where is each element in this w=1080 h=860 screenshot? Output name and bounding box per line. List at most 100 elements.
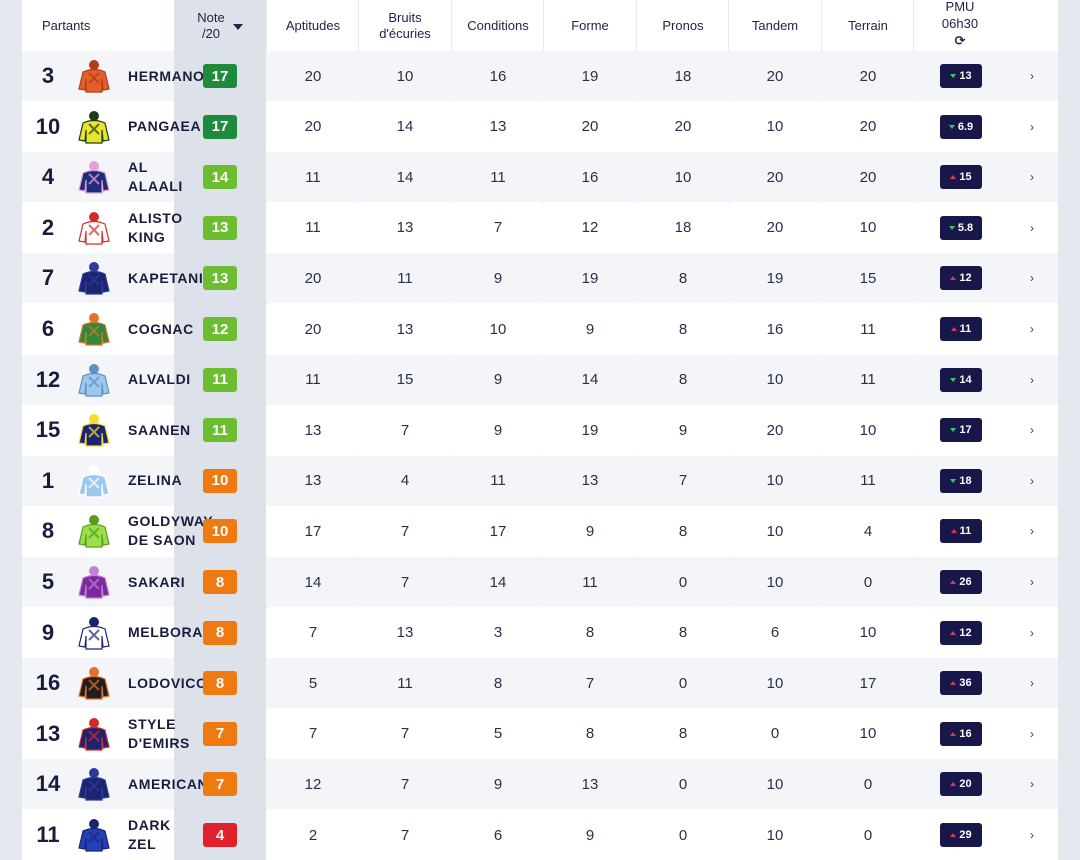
col-header-note[interactable]: Note /20 xyxy=(174,0,266,51)
chevron-right-icon[interactable]: › xyxy=(1030,575,1034,589)
chevron-right-icon[interactable]: › xyxy=(1030,220,1034,235)
runner-name[interactable]: COGNAC xyxy=(128,304,218,354)
aptitudes-value: 13 xyxy=(304,472,322,490)
runner-name[interactable]: KAPETANI xyxy=(128,253,218,303)
jockey-silk-icon xyxy=(78,667,110,700)
table-row[interactable]: 15 SAANEN 11 13 7 9 19 9 20 10 17 xyxy=(22,405,1058,456)
aptitudes-value: 7 xyxy=(308,624,318,642)
chevron-right-icon[interactable]: › xyxy=(1030,828,1034,842)
table-row[interactable]: 5 SAKARI 8 14 7 14 11 0 10 0 26 xyxy=(22,557,1058,607)
runner-number: 15 xyxy=(35,417,61,443)
table-row[interactable]: 14 AMERICAN 7 12 7 9 13 0 10 0 20 xyxy=(22,759,1058,810)
bruits-value: 14 xyxy=(396,118,414,136)
chevron-right-icon[interactable]: › xyxy=(1030,625,1034,640)
pmu-odds-badge[interactable]: 14 xyxy=(940,367,982,392)
conditions-value: 6 xyxy=(493,826,503,844)
pmu-odds-badge[interactable]: 13 xyxy=(940,64,982,88)
sort-caret-icon[interactable] xyxy=(232,23,243,30)
pmu-odds-badge[interactable]: 6.9 xyxy=(940,114,982,139)
runner-name[interactable]: SAANEN xyxy=(128,405,218,455)
table-row[interactable]: 4 AL ALAALI 14 11 14 11 16 10 20 20 xyxy=(22,152,1058,203)
runner-name[interactable]: PANGAEA xyxy=(128,102,218,152)
runner-name[interactable]: MELBORA xyxy=(128,608,218,658)
aptitudes-value: 11 xyxy=(305,371,321,389)
runner-name[interactable]: LODOVICO xyxy=(128,658,218,708)
pmu-odds-badge[interactable]: 5.8 xyxy=(940,215,982,240)
pmu-odds-badge[interactable]: 18 xyxy=(940,468,982,493)
pmu-odds-badge[interactable]: 29 xyxy=(940,823,982,847)
col-header-terrain[interactable]: Terrain xyxy=(822,0,914,51)
table-row[interactable]: 1 ZELINA 10 13 4 11 13 7 10 11 18 xyxy=(22,455,1058,506)
pmu-odds-badge[interactable]: 11 xyxy=(940,317,982,341)
chevron-right-icon[interactable]: › xyxy=(1030,473,1034,488)
conditions-value: 5 xyxy=(493,725,503,743)
col-header-pronos[interactable]: Pronos xyxy=(637,0,729,51)
chevron-right-icon[interactable]: › xyxy=(1030,119,1034,134)
runner-name[interactable]: DARK ZEL xyxy=(128,810,218,860)
chevron-right-icon[interactable]: › xyxy=(1030,524,1034,539)
tandem-value: 10 xyxy=(766,573,784,591)
col-header-pmu[interactable]: PMU 06h30 ⟳ xyxy=(914,0,1006,51)
pmu-odds-badge[interactable]: 12 xyxy=(940,620,982,645)
forme-value: 16 xyxy=(581,168,599,186)
chevron-right-icon[interactable]: › xyxy=(1030,676,1034,691)
table-row[interactable]: 6 COGNAC 12 20 13 10 9 8 16 11 11 xyxy=(22,304,1058,354)
runner-name[interactable]: AMERICAN xyxy=(128,759,218,809)
table-row[interactable]: 9 MELBORA 8 7 13 3 8 8 6 10 12 xyxy=(22,607,1058,658)
pmu-odds-badge[interactable]: 16 xyxy=(940,721,982,746)
pmu-odds-badge[interactable]: 11 xyxy=(940,519,982,544)
runner-name[interactable]: ALVALDI xyxy=(128,355,218,405)
chevron-right-icon[interactable]: › xyxy=(1030,170,1034,185)
pronos-value: 18 xyxy=(674,219,692,237)
runner-name[interactable]: STYLE D'EMIRS xyxy=(128,709,218,759)
runner-name[interactable]: GOLDYWAY DE SAON xyxy=(128,506,218,556)
pmu-odds-badge[interactable]: 26 xyxy=(940,570,982,594)
table-row[interactable]: 8 GOLDYWAY DE SAON 10 17 7 17 9 8 10 4 xyxy=(22,506,1058,557)
forme-value: 9 xyxy=(585,320,595,338)
conditions-value: 9 xyxy=(493,775,503,793)
pmu-odds-badge[interactable]: 15 xyxy=(940,165,982,190)
chevron-right-icon[interactable]: › xyxy=(1030,777,1034,792)
col-header-aptitudes[interactable]: Aptitudes xyxy=(267,0,359,51)
jockey-silk-icon xyxy=(78,211,110,245)
tandem-value: 10 xyxy=(766,472,784,490)
pmu-odds-value: 12 xyxy=(959,626,972,639)
pmu-odds-badge[interactable]: 17 xyxy=(940,418,982,443)
table-row[interactable]: 13 STYLE D'EMIRS 7 7 7 5 8 8 0 10 1 xyxy=(22,708,1058,759)
terrain-value: 4 xyxy=(863,522,873,540)
table-row[interactable]: 16 LODOVICO 8 5 11 8 7 0 10 17 36 xyxy=(22,658,1058,709)
note-badge: 17 xyxy=(203,114,237,139)
col-header-partants[interactable]: Partants xyxy=(42,0,162,51)
conditions-value: 9 xyxy=(493,269,503,287)
chevron-right-icon[interactable]: › xyxy=(1030,372,1034,387)
table-row[interactable]: 12 ALVALDI 11 11 15 9 14 8 10 11 1 xyxy=(22,354,1058,405)
table-row[interactable]: 3 HERMANO 17 20 10 16 19 18 20 20 xyxy=(22,51,1058,101)
col-header-tandem[interactable]: Tandem xyxy=(729,0,821,51)
table-row[interactable]: 10 PANGAEA 17 20 14 13 20 20 10 20 xyxy=(22,101,1058,152)
runner-name[interactable]: HERMANO xyxy=(128,51,218,101)
chevron-right-icon[interactable]: › xyxy=(1030,271,1034,286)
chevron-right-icon[interactable]: › xyxy=(1030,726,1034,741)
forme-value: 14 xyxy=(581,371,599,389)
pmu-odds-badge[interactable]: 12 xyxy=(940,266,982,291)
runner-name[interactable]: SAKARI xyxy=(128,557,218,607)
table-row[interactable]: 7 KAPETANI 13 20 11 9 19 8 19 15 1 xyxy=(22,253,1058,304)
chevron-right-icon[interactable]: › xyxy=(1030,322,1034,336)
table-row[interactable]: 2 ALISTO KING 13 11 13 7 12 18 20 10 xyxy=(22,202,1058,253)
runner-name[interactable]: ZELINA xyxy=(128,456,218,506)
refresh-icon[interactable]: ⟳ xyxy=(954,33,966,48)
runner-name[interactable]: AL ALAALI xyxy=(128,152,218,202)
table-row[interactable]: 11 DARK ZEL 4 2 7 6 9 0 10 0 29 xyxy=(22,810,1058,860)
runner-name-line1: SAANEN xyxy=(128,421,191,438)
note-badge: 13 xyxy=(203,266,237,291)
terrain-value: 20 xyxy=(859,118,877,136)
runner-name[interactable]: ALISTO KING xyxy=(128,203,218,253)
col-header-conditions[interactable]: Conditions xyxy=(452,0,544,51)
col-header-forme[interactable]: Forme xyxy=(544,0,636,51)
runner-number: 16 xyxy=(35,670,61,696)
pmu-odds-badge[interactable]: 36 xyxy=(940,671,982,696)
chevron-right-icon[interactable]: › xyxy=(1030,69,1034,83)
chevron-right-icon[interactable]: › xyxy=(1030,423,1034,438)
pmu-odds-badge[interactable]: 20 xyxy=(940,772,982,797)
col-header-bruits[interactable]: Bruits d'écuries xyxy=(359,0,451,51)
